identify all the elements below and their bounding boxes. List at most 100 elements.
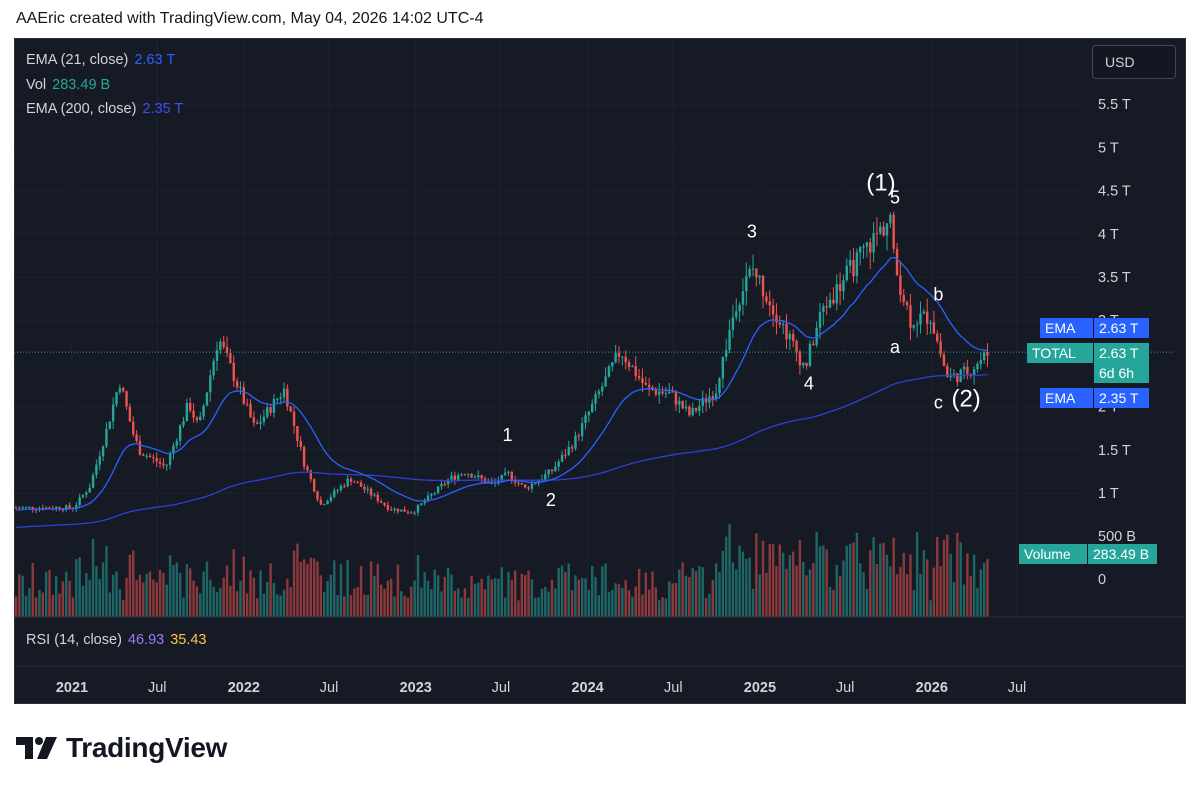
candle-body bbox=[557, 461, 560, 467]
legend-ema200-label: EMA (200, close) bbox=[26, 101, 137, 117]
candle-body bbox=[664, 393, 668, 395]
volume-bar bbox=[390, 578, 393, 617]
legend-ema21[interactable]: EMA (21, close) 2.63 T bbox=[26, 52, 175, 68]
candle bbox=[316, 490, 319, 502]
candle-body bbox=[889, 214, 892, 224]
total-tag-value: 2.63 T bbox=[1093, 343, 1149, 363]
candle bbox=[701, 390, 704, 414]
candle-body bbox=[862, 246, 865, 248]
candle-body bbox=[105, 428, 108, 447]
candle-body bbox=[771, 305, 775, 315]
volume-bar bbox=[765, 572, 768, 617]
volume-bar bbox=[812, 562, 815, 617]
candle-body bbox=[604, 376, 607, 387]
candle bbox=[256, 419, 259, 425]
candle bbox=[467, 473, 470, 479]
ema200-line bbox=[15, 374, 988, 529]
volume-bar bbox=[832, 589, 835, 617]
candle-body bbox=[848, 259, 852, 266]
candle bbox=[185, 398, 189, 422]
candle bbox=[976, 361, 979, 373]
candle bbox=[168, 451, 172, 470]
price-chart[interactable]: 5.5 T5 T4.5 T4 T3.5 T3 T2.5 T2 T1.5 T1 T… bbox=[14, 38, 1186, 704]
candle-body bbox=[235, 381, 239, 388]
candle-body bbox=[390, 509, 393, 511]
bar-countdown: 6d 6h bbox=[1093, 363, 1149, 383]
volume-bar bbox=[798, 540, 802, 617]
candle-body bbox=[212, 360, 215, 376]
candle-body bbox=[835, 284, 838, 304]
candle-body bbox=[185, 402, 189, 422]
volume-bar bbox=[152, 579, 155, 617]
candle-body bbox=[966, 366, 969, 375]
legend-ema21-label: EMA (21, close) bbox=[26, 52, 129, 68]
volume-bar bbox=[919, 573, 922, 617]
volume-bar bbox=[979, 569, 982, 617]
candle-body bbox=[554, 466, 557, 472]
candle-body bbox=[631, 366, 634, 368]
candlestick-series bbox=[14, 211, 989, 516]
volume-bar bbox=[457, 588, 460, 617]
candle-body bbox=[142, 454, 145, 456]
candle bbox=[81, 494, 85, 499]
volume-bar bbox=[661, 597, 664, 617]
candle bbox=[711, 391, 714, 407]
volume-bar bbox=[199, 593, 202, 617]
volume-bar bbox=[383, 588, 386, 617]
legend-rsi[interactable]: RSI (14, close) 46.93 35.43 bbox=[26, 632, 207, 648]
candle-body bbox=[286, 388, 289, 407]
candle bbox=[393, 507, 396, 513]
volume-bar bbox=[333, 560, 336, 617]
volume-bar bbox=[446, 567, 450, 617]
candle bbox=[812, 339, 815, 346]
legend-ema200[interactable]: EMA (200, close) 2.35 T bbox=[26, 101, 183, 117]
volume-bar bbox=[426, 580, 430, 617]
candle-body bbox=[339, 485, 343, 490]
volume-bar bbox=[343, 596, 346, 617]
candle bbox=[664, 387, 668, 399]
volume-bar bbox=[852, 542, 855, 617]
currency-button[interactable]: USD bbox=[1092, 45, 1176, 79]
tradingview-logo-icon bbox=[16, 737, 57, 759]
candle bbox=[249, 399, 252, 419]
volume-bar bbox=[577, 579, 580, 617]
candle bbox=[822, 303, 825, 326]
volume-bar bbox=[694, 571, 698, 617]
candle bbox=[158, 457, 162, 469]
candle bbox=[718, 376, 721, 399]
volume-bar bbox=[262, 593, 266, 617]
candle bbox=[915, 320, 919, 338]
candle bbox=[373, 492, 376, 498]
candle bbox=[235, 377, 239, 391]
candle bbox=[919, 301, 922, 334]
candle-body bbox=[252, 417, 256, 423]
candle bbox=[926, 298, 929, 336]
candle bbox=[436, 486, 440, 495]
candle bbox=[621, 356, 624, 366]
candle bbox=[788, 330, 792, 351]
legend-volume[interactable]: Vol 283.49 B bbox=[26, 77, 110, 93]
candle bbox=[591, 399, 594, 413]
candle bbox=[865, 241, 869, 258]
volume-bar bbox=[483, 589, 487, 617]
volume-bar bbox=[403, 595, 406, 617]
candle-body bbox=[617, 353, 621, 357]
volume-bar bbox=[627, 590, 631, 617]
candle-body bbox=[982, 352, 986, 360]
volume-bar bbox=[550, 579, 554, 617]
volume-bar bbox=[885, 554, 889, 617]
candle bbox=[738, 302, 741, 323]
candle-body bbox=[433, 492, 436, 495]
volume-bar bbox=[758, 574, 761, 617]
candle bbox=[869, 237, 872, 269]
candle-body bbox=[242, 387, 245, 404]
candle-body bbox=[718, 378, 721, 394]
candle bbox=[684, 399, 688, 412]
candle bbox=[209, 369, 212, 402]
volume-bar bbox=[795, 565, 798, 617]
candle-body bbox=[353, 481, 356, 483]
candle bbox=[674, 389, 678, 411]
candle bbox=[195, 416, 199, 423]
volume-bar bbox=[128, 554, 132, 617]
candle-body bbox=[822, 306, 825, 313]
